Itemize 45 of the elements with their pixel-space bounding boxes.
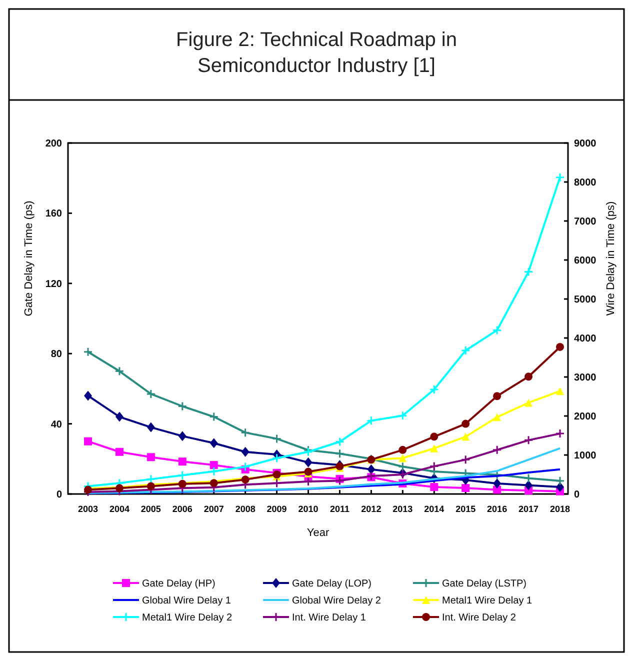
x-tick-label: 2013: [392, 504, 413, 514]
y2-tick-label: 2000: [574, 412, 597, 422]
legend-label: Global Wire Delay 1: [142, 596, 232, 606]
chart-title: Figure 2: Technical Roadmap in Semiconductor Industry [1]: [176, 29, 457, 77]
legend-label: Gate Delay (LSTP): [442, 578, 526, 590]
legend-label: Metal1 Wire Delay 1: [442, 596, 532, 606]
x-tick-label: 2015: [456, 504, 476, 514]
legend-label: Int. Wire Delay 2: [442, 612, 516, 624]
legend-label: Global Wire Delay 2: [292, 596, 382, 606]
y-tick-label: 120: [45, 278, 62, 290]
y2-tick-label: 6000: [574, 256, 597, 266]
y2-tick-label: 3000: [574, 372, 597, 384]
legend-label: Int. Wire Delay 1: [292, 612, 366, 624]
x-tick-label: 2005: [140, 504, 161, 514]
x-tick-label: 2016: [487, 504, 508, 514]
x-tick-label: 2014: [424, 504, 444, 514]
y2-axis-title: Wire Delay in Time (ps): [605, 201, 617, 316]
y-tick-label: 200: [45, 138, 62, 150]
y-tick-label: 0: [56, 490, 62, 500]
y2-tick-label: 0: [574, 490, 580, 500]
x-tick-label: 2017: [518, 504, 539, 514]
y2-tick-label: 5000: [574, 294, 597, 306]
x-tick-label: 2012: [361, 504, 382, 514]
legend-label: Gate Delay (LOP): [292, 578, 372, 590]
y2-tick-label: 7000: [574, 216, 597, 228]
y-tick-label: 160: [45, 208, 62, 220]
y2-tick-label: 1000: [574, 450, 597, 462]
x-tick-label: 2010: [298, 504, 318, 514]
x-tick-label: 2011: [330, 504, 350, 514]
y-tick-label: 80: [50, 349, 62, 360]
y2-tick-label: 4000: [574, 334, 597, 344]
y-tick-label: 40: [50, 419, 62, 430]
y2-tick-label: 9000: [574, 138, 597, 150]
y2-tick-label: 8000: [574, 178, 597, 188]
x-tick-label: 2018: [550, 504, 570, 514]
x-tick-label: 2008: [235, 504, 256, 514]
x-tick-label: 2007: [204, 504, 224, 514]
legend-label: Gate Delay (HP): [142, 578, 216, 590]
x-tick-label: 2004: [109, 504, 130, 514]
x-tick-label: 2006: [172, 504, 192, 514]
x-axis-title: Year: [306, 527, 330, 539]
legend-label: Metal1 Wire Delay 2: [142, 612, 232, 624]
x-tick-label: 2003: [78, 504, 98, 514]
y-axis-title: Gate Delay in Time (ps): [23, 200, 35, 316]
x-tick-label: 2009: [266, 504, 287, 514]
